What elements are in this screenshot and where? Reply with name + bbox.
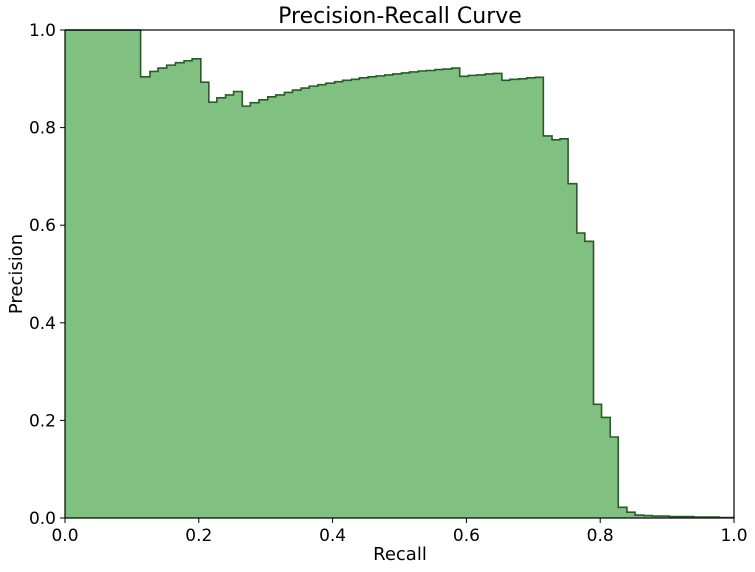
y-axis-ticks: 0.0 0.2 0.4 0.6 0.8 1.0	[29, 21, 65, 529]
pr-area-fill	[65, 30, 734, 518]
pr-step-line	[65, 29, 735, 519]
y-tick-label: 0.4	[29, 314, 56, 334]
plot-frame	[64, 29, 735, 519]
x-axis-label: Recall	[373, 544, 427, 565]
x-tick-label: 0.2	[185, 526, 212, 546]
y-tick-label: 1.0	[29, 21, 56, 41]
y-tick-label: 0.6	[29, 216, 56, 236]
x-tick-label: 0.4	[319, 526, 346, 546]
x-axis-ticks: 0.0 0.2 0.4 0.6 0.8 1.0	[51, 518, 748, 546]
x-tick-label: 0.8	[587, 526, 614, 546]
y-tick-label: 0.2	[29, 411, 56, 431]
x-tick-label: 0.6	[453, 526, 480, 546]
chart-title: Precision-Recall Curve	[278, 4, 522, 29]
plot-area	[64, 29, 735, 519]
x-tick-label: 1.0	[720, 526, 747, 546]
y-axis-label: Precision	[6, 234, 27, 314]
y-tick-label: 0.8	[29, 119, 56, 139]
x-tick-label: 0.0	[51, 526, 78, 546]
y-tick-label: 0.0	[29, 509, 56, 529]
